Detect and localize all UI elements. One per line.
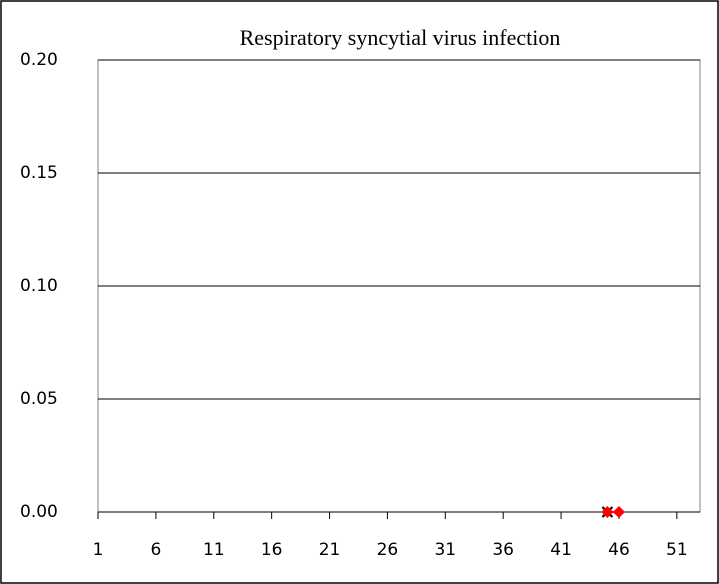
x-tick-label: 16 [261, 540, 283, 560]
x-tick-label: 36 [492, 540, 514, 560]
x-tick-label: 6 [150, 540, 161, 560]
x-tick-label: 51 [666, 540, 688, 560]
x-tick-label: 26 [377, 540, 399, 560]
chart-title: Respiratory syncytial virus infection [240, 25, 561, 50]
marker [601, 506, 614, 518]
x-tick-label: 31 [434, 540, 456, 560]
x-tick-label: 21 [319, 540, 341, 560]
y-tick-label: 0.05 [20, 389, 58, 409]
y-tick-label: 0.20 [20, 50, 58, 70]
x-tick-label: 11 [203, 540, 225, 560]
y-tick-label: 0.00 [20, 502, 58, 522]
x-tick-label: 1 [93, 540, 104, 560]
x-tick-label: 46 [608, 540, 630, 560]
marker [612, 506, 625, 518]
y-tick-label: 0.15 [20, 163, 58, 183]
y-tick-label: 0.10 [20, 276, 58, 296]
x-tick-label: 41 [550, 540, 572, 560]
